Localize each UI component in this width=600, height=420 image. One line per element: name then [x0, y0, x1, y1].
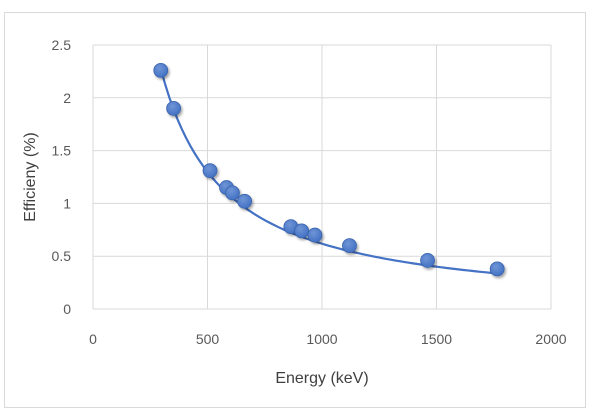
y-axis-title: Efficieny (%) — [22, 132, 39, 222]
data-point — [294, 223, 310, 239]
power-trendline — [159, 68, 498, 275]
y-tick-label: 0.5 — [52, 248, 72, 264]
data-point — [420, 253, 435, 268]
data-point — [225, 185, 240, 201]
x-tick-label: 1500 — [421, 331, 452, 347]
x-tick-label: 2000 — [535, 331, 566, 347]
tick-label-layer: 0 0.5 1 1.5 2 2.5 0 500 1000 1500 2000 — [52, 37, 567, 347]
x-tick-label: 0 — [89, 331, 97, 347]
y-tick-label: 1 — [63, 195, 71, 211]
data-point — [202, 163, 218, 179]
data-point — [166, 100, 182, 116]
data-point — [237, 193, 252, 209]
data-point-layer — [153, 62, 505, 277]
data-point — [307, 227, 323, 243]
trendline-layer — [159, 68, 498, 275]
data-point — [153, 62, 169, 78]
y-tick-label: 1.5 — [52, 143, 72, 159]
chart-container: 0 0.5 1 1.5 2 2.5 0 500 1000 1500 2000 Energy (keV… — [4, 12, 586, 408]
data-point — [342, 238, 357, 254]
x-axis-title: Energy (keV) — [275, 370, 368, 387]
x-tick-label: 1000 — [306, 331, 337, 347]
efficiency-chart: 0 0.5 1 1.5 2 2.5 0 500 1000 1500 2000 Energy (keV… — [22, 37, 567, 387]
y-tick-label: 2 — [63, 90, 71, 106]
x-tick-label: 500 — [196, 331, 220, 347]
grid-layer — [92, 44, 552, 310]
data-point — [489, 261, 505, 277]
y-tick-label: 2.5 — [52, 37, 72, 53]
y-tick-label: 0 — [63, 301, 71, 317]
